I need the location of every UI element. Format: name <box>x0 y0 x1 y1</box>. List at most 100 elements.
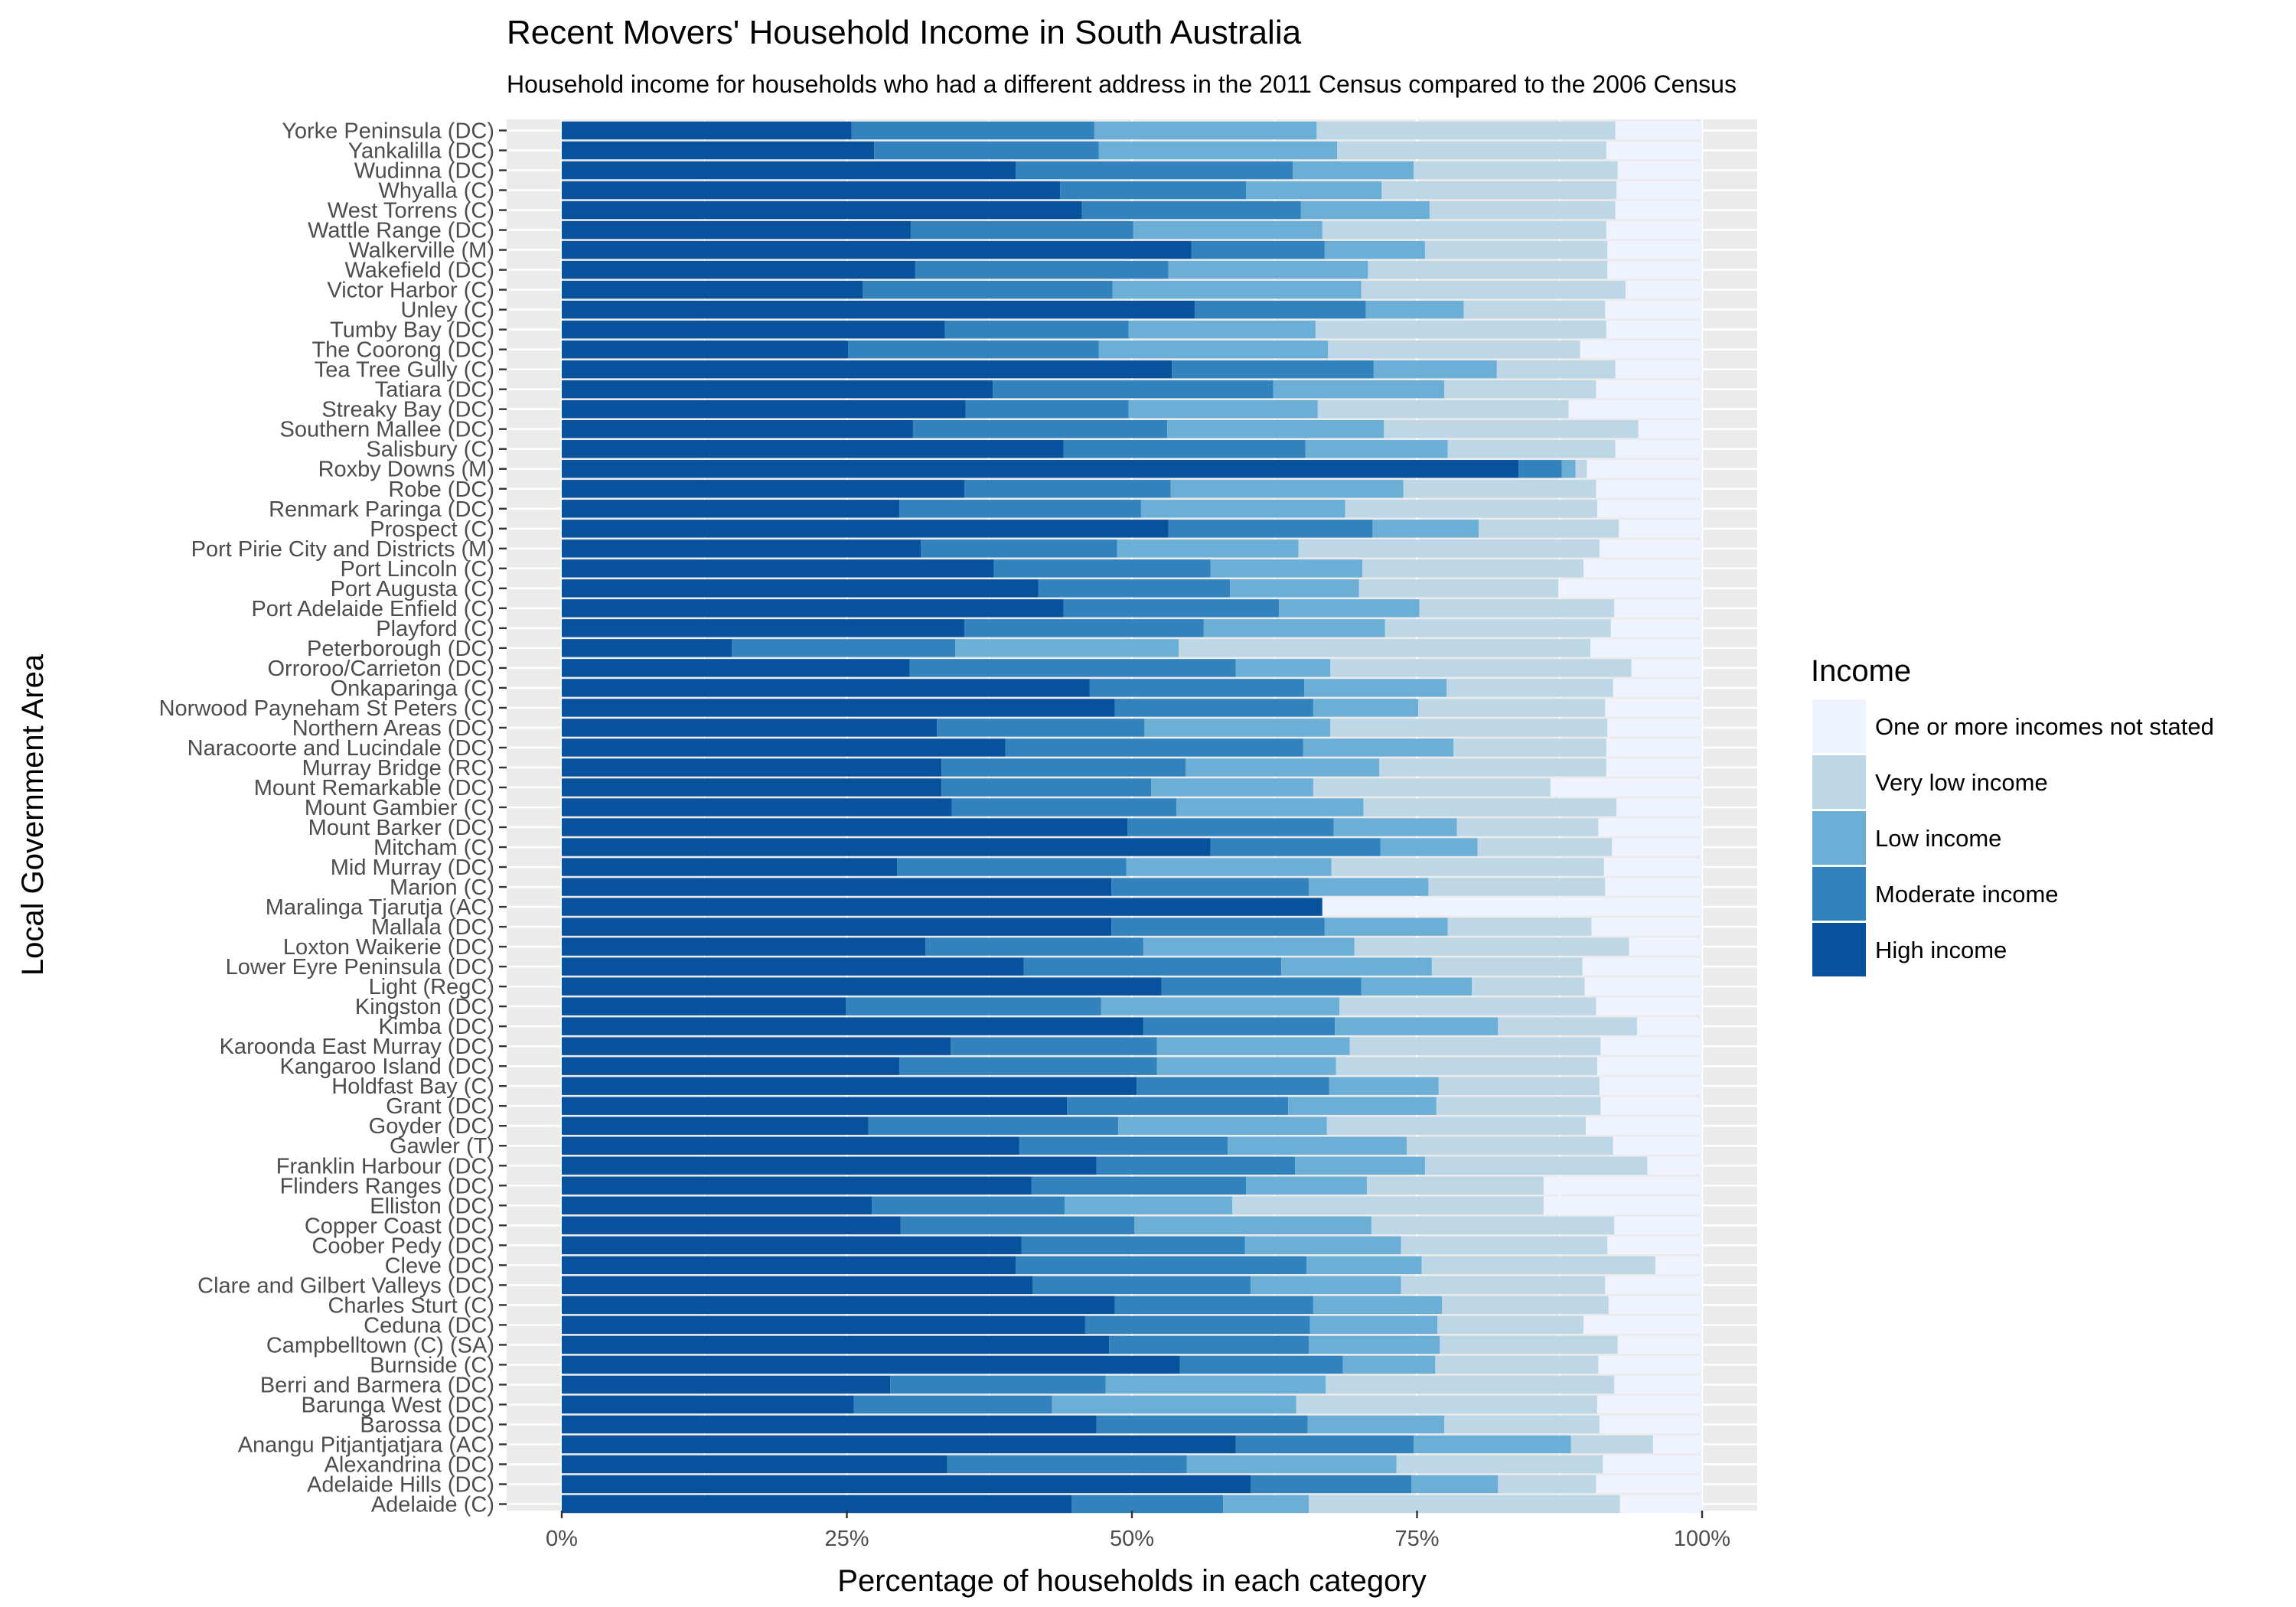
legend-label: Moderate income <box>1875 881 2059 908</box>
legend-items: One or more incomes not stated Very low i… <box>1812 699 2214 976</box>
bar-segment-very-low-income <box>1368 260 1608 279</box>
bar-segment-high-income <box>562 1375 891 1394</box>
bar-segment-high-income <box>562 1037 951 1055</box>
y-tick-label: Adelaide (C) <box>371 1493 494 1517</box>
bar-segment-one-or-more-incomes-not-stated <box>1598 1355 1702 1374</box>
bar-segment-very-low-income <box>1384 619 1611 637</box>
bar-segment-one-or-more-incomes-not-stated <box>1599 1077 1702 1095</box>
bar-segment-moderate-income <box>1111 918 1325 936</box>
bar-segment-high-income <box>562 1455 947 1474</box>
bar-segment-low-income <box>1372 520 1479 538</box>
bar-segment-moderate-income <box>874 141 1099 160</box>
y-tick-label: Mount Barker (DC) <box>308 816 494 840</box>
bar-segment-low-income <box>955 639 1179 657</box>
legend-swatch <box>1812 867 1866 921</box>
bar-segment-low-income <box>1098 340 1329 359</box>
y-tick-label: Streaky Bay (DC) <box>321 398 494 422</box>
bar-segment-one-or-more-incomes-not-stated <box>1596 1395 1702 1414</box>
bar-segment-high-income <box>562 1335 1110 1354</box>
bar-segment-one-or-more-incomes-not-stated <box>1596 1057 1702 1075</box>
y-tick-label: Victor Harbor (C) <box>327 279 494 303</box>
bar-segment-very-low-income <box>1447 440 1616 458</box>
x-tick-label: 25% <box>824 1527 869 1551</box>
bar-segment-high-income <box>562 679 1090 697</box>
bar-segment-moderate-income <box>937 719 1145 737</box>
bar-segment-one-or-more-incomes-not-stated <box>1606 758 1702 777</box>
y-tick-label: Mitcham (C) <box>373 836 494 860</box>
bar-segment-one-or-more-incomes-not-stated <box>1600 1037 1702 1055</box>
bar-segment-high-income <box>562 220 911 240</box>
bar-segment-moderate-income <box>1060 181 1246 200</box>
bar-segment-one-or-more-incomes-not-stated <box>1637 1017 1702 1035</box>
bar-segment-very-low-income <box>1349 1037 1601 1055</box>
bar-segment-very-low-income <box>1444 1415 1600 1434</box>
y-tick-label: Clare and Gilbert Valleys (DC) <box>197 1273 494 1298</box>
bar-segment-low-income <box>1151 778 1313 797</box>
bar-segment-moderate-income <box>1005 738 1303 757</box>
x-axis-title: Percentage of households in each categor… <box>837 1564 1426 1598</box>
bar-segment-very-low-income <box>1363 798 1617 817</box>
bar-segment-low-income <box>1324 918 1448 936</box>
bar-segment-moderate-income <box>1063 599 1280 618</box>
bar-segment-one-or-more-incomes-not-stated <box>1631 659 1702 677</box>
bar-segment-high-income <box>562 1156 1097 1175</box>
bar-segment-moderate-income <box>1191 240 1325 259</box>
bar-segment-one-or-more-incomes-not-stated <box>1608 1296 1702 1315</box>
x-tick-label: 0% <box>546 1527 578 1551</box>
bar-segment-moderate-income <box>1114 1296 1313 1315</box>
y-tick-label: Wakefield (DC) <box>344 259 494 283</box>
y-tick-label: Adelaide Hills (DC) <box>307 1472 494 1497</box>
bar-segment-very-low-income <box>1379 758 1606 777</box>
y-tick-label: Salisbury (C) <box>366 438 494 462</box>
bar-segment-very-low-income <box>1401 1276 1606 1295</box>
bar-segment-one-or-more-incomes-not-stated <box>1583 1315 1702 1335</box>
bar-segment-one-or-more-incomes-not-stated <box>1626 280 1702 299</box>
bar-segment-low-income <box>1309 1315 1438 1335</box>
bar-segment-one-or-more-incomes-not-stated <box>1558 579 1702 598</box>
x-tick-label: 50% <box>1110 1527 1154 1551</box>
bar-segment-one-or-more-incomes-not-stated <box>1612 838 1702 856</box>
y-tick-label: Marion (C) <box>390 875 494 900</box>
bar-segment-moderate-income <box>899 1057 1157 1075</box>
y-tick-label: Flinders Ranges (DC) <box>280 1174 494 1198</box>
y-tick-label: Peterborough (DC) <box>307 637 494 661</box>
y-tick-label: Wattle Range (DC) <box>308 219 494 243</box>
bar-segment-low-income <box>1306 1256 1422 1275</box>
bar-segment-high-income <box>562 420 913 438</box>
y-tick-label: Elliston (DC) <box>370 1194 494 1218</box>
y-tick-label: Prospect (C) <box>370 517 494 542</box>
bar-segment-very-low-income <box>1424 240 1608 259</box>
bar-segment-moderate-income <box>921 539 1117 558</box>
bar-segment-very-low-income <box>1446 679 1613 697</box>
bar-segment-very-low-income <box>1435 1355 1599 1374</box>
y-tick-label: Southern Mallee (DC) <box>280 418 494 442</box>
y-tick-label: Port Adelaide Enfield (C) <box>251 597 494 621</box>
bar-segment-one-or-more-incomes-not-stated <box>1629 937 1702 956</box>
bar-segment-moderate-income <box>993 559 1211 578</box>
bar-segment-high-income <box>562 500 900 518</box>
y-tick-label: Kingston (DC) <box>355 995 494 1019</box>
bar-segment-moderate-income <box>915 260 1169 279</box>
bar-segment-very-low-income <box>1337 141 1606 160</box>
bar-segment-very-low-income <box>1354 937 1629 956</box>
bar-segment-low-income <box>1324 240 1425 259</box>
bar-segment-one-or-more-incomes-not-stated <box>1616 798 1702 817</box>
bar-segment-high-income <box>562 878 1112 896</box>
bar-segment-one-or-more-incomes-not-stated <box>1607 260 1702 279</box>
bar-segment-one-or-more-incomes-not-stated <box>1600 1097 1702 1115</box>
bar-segment-very-low-income <box>1361 280 1626 299</box>
bar-segment-moderate-income <box>947 1455 1187 1474</box>
bar-segment-high-income <box>562 1116 869 1135</box>
bar-segment-moderate-income <box>1019 1136 1228 1155</box>
bar-segment-moderate-income <box>964 619 1204 637</box>
bar-segment-high-income <box>562 161 1016 180</box>
bar-segment-low-income <box>1112 280 1362 299</box>
bar-segment-moderate-income <box>847 340 1099 359</box>
bar-segment-one-or-more-incomes-not-stated <box>1617 161 1702 180</box>
bar-segment-moderate-income <box>909 659 1236 677</box>
bar-segment-high-income <box>562 918 1112 936</box>
bar-segment-moderate-income <box>964 480 1171 498</box>
bar-segment-moderate-income <box>1518 460 1562 478</box>
y-tick-label: Alexandrina (DC) <box>325 1452 494 1477</box>
